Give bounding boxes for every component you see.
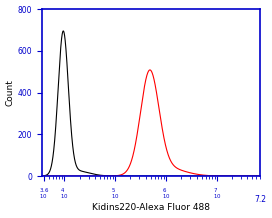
Text: 7.2: 7.2 bbox=[254, 196, 267, 204]
X-axis label: Kidins220-Alexa Fluor 488: Kidins220-Alexa Fluor 488 bbox=[92, 203, 210, 213]
Y-axis label: Count: Count bbox=[5, 79, 15, 106]
